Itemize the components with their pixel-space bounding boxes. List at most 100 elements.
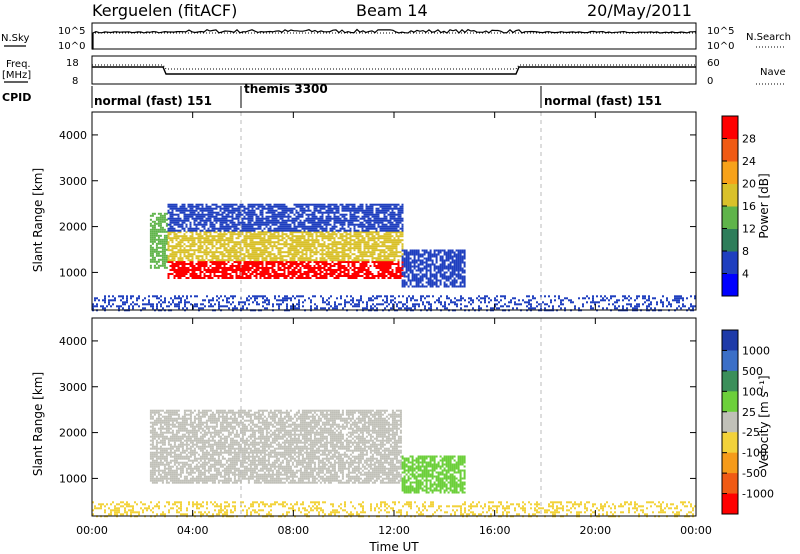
power-echo-cell-1 <box>265 277 268 279</box>
power-echo-cell-2 <box>327 237 330 240</box>
power-echo-cell-2 <box>307 237 310 240</box>
power-echo-cell-1 <box>283 269 286 271</box>
power-echo-cell-2 <box>251 243 254 246</box>
power-echo-cell-0 <box>151 214 154 217</box>
power-echo-cell-0 <box>157 216 160 219</box>
power-echo-cell-3 <box>295 211 298 214</box>
power-echo-cell-5 <box>616 307 618 310</box>
power-echo-cell-3 <box>261 203 264 206</box>
power-echo-cell-1 <box>385 275 388 277</box>
power-echo-cell-2 <box>329 239 332 242</box>
power-echo-cell-2 <box>215 251 218 254</box>
power-echo-cell-2 <box>391 255 394 258</box>
power-echo-cell-3 <box>395 219 398 222</box>
power-echo-cell-4 <box>439 271 442 274</box>
power-echo-cell-3 <box>393 227 396 230</box>
power-echo-cell-5 <box>656 303 658 306</box>
power-echo-cell-2 <box>227 251 230 254</box>
power-echo-cell-0 <box>155 248 158 251</box>
power-echo-cell-2 <box>347 253 350 256</box>
power-echo-cell-3 <box>315 227 318 230</box>
power-echo-cell-1 <box>257 263 260 265</box>
power-echo-cell-5 <box>314 303 316 306</box>
velocity-echo-cell-0 <box>149 447 152 450</box>
power-echo-cell-3 <box>327 217 330 220</box>
power-echo-cell-5 <box>236 307 238 310</box>
power-echo-cell-5 <box>130 295 132 298</box>
power-echo-cell-3 <box>211 225 214 228</box>
power-echo-cell-2 <box>381 255 384 258</box>
power-echo-cell-2 <box>207 259 210 262</box>
power-echo-cell-3 <box>399 211 402 214</box>
power-echo-cell-5 <box>268 299 270 302</box>
power-echo-cell-1 <box>303 273 306 275</box>
power-echo-cell-5 <box>120 295 122 298</box>
power-echo-cell-3 <box>333 227 336 230</box>
power-echo-cell-2 <box>343 245 346 248</box>
power-echo-cell-1 <box>307 265 310 267</box>
power-echo-cell-3 <box>255 227 258 230</box>
power-echo-cell-1 <box>311 269 314 271</box>
power-echo-cell-4 <box>433 275 436 278</box>
power-echo-cell-2 <box>387 259 390 262</box>
power-echo-cell-3 <box>319 205 322 208</box>
power-echo-cell-2 <box>331 245 334 248</box>
power-echo-cell-5 <box>638 303 640 306</box>
power-echo-cell-5 <box>454 301 456 304</box>
power-echo-cell-2 <box>335 253 338 256</box>
power-echo-cell-2 <box>227 253 230 256</box>
power-echo-cell-5 <box>352 301 354 304</box>
power-echo-cell-2 <box>343 253 346 256</box>
power-echo-cell-5 <box>614 307 616 310</box>
velocity-echo-cell-0 <box>151 469 154 472</box>
power-echo-cell-2 <box>205 251 208 254</box>
power-echo-cell-2 <box>259 241 262 244</box>
power-echo-cell-1 <box>313 269 316 271</box>
power-echo-cell-3 <box>195 229 198 232</box>
power-echo-cell-3 <box>173 213 176 216</box>
power-echo-cell-3 <box>289 219 292 222</box>
power-echo-cell-3 <box>391 225 394 228</box>
power-echo-cell-3 <box>279 221 282 224</box>
power-echo-cell-5 <box>114 299 116 302</box>
power-echo-cell-2 <box>187 241 190 244</box>
power-echo-cell-0 <box>161 242 164 245</box>
power-echo-cell-3 <box>329 227 332 230</box>
power-echo-cell-1 <box>261 267 264 269</box>
power-echo-cell-5 <box>280 303 282 306</box>
power-echo-cell-3 <box>301 205 304 208</box>
power-echo-cell-3 <box>201 217 204 220</box>
power-echo-cell-3 <box>261 217 264 220</box>
power-echo-cell-1 <box>227 269 230 271</box>
power-echo-cell-3 <box>171 211 174 214</box>
power-echo-cell-3 <box>315 215 318 218</box>
power-echo-cell-2 <box>227 231 230 234</box>
power-echo-cell-3 <box>285 209 288 212</box>
power-echo-cell-1 <box>297 271 300 273</box>
power-echo-cell-4 <box>437 249 440 252</box>
power-echo-cell-3 <box>223 219 226 222</box>
power-echo-cell-1 <box>341 275 344 277</box>
power-echo-cell-2 <box>365 243 368 246</box>
power-echo-cell-4 <box>451 249 454 252</box>
power-echo-cell-5 <box>558 305 560 308</box>
power-echo-cell-1 <box>397 263 400 265</box>
power-echo-cell-2 <box>169 233 172 236</box>
power-echo-cell-2 <box>187 237 190 240</box>
power-echo-cell-4 <box>453 285 456 288</box>
power-echo-cell-2 <box>261 255 264 258</box>
power-echo-cell-1 <box>329 275 332 277</box>
power-echo-cell-2 <box>349 241 352 244</box>
power-echo-cell-5 <box>346 295 348 298</box>
power-echo-cell-0 <box>161 262 164 265</box>
power-echo-cell-3 <box>267 203 270 206</box>
power-echo-cell-3 <box>367 223 370 226</box>
power-echo-cell-1 <box>261 263 264 265</box>
power-echo-cell-3 <box>167 217 170 220</box>
power-echo-cell-3 <box>343 207 346 210</box>
power-echo-cell-5 <box>330 305 332 308</box>
power-echo-cell-0 <box>149 244 152 247</box>
power-echo-cell-4 <box>421 267 424 270</box>
power-echo-cell-4 <box>445 265 448 268</box>
power-echo-cell-3 <box>231 223 234 226</box>
